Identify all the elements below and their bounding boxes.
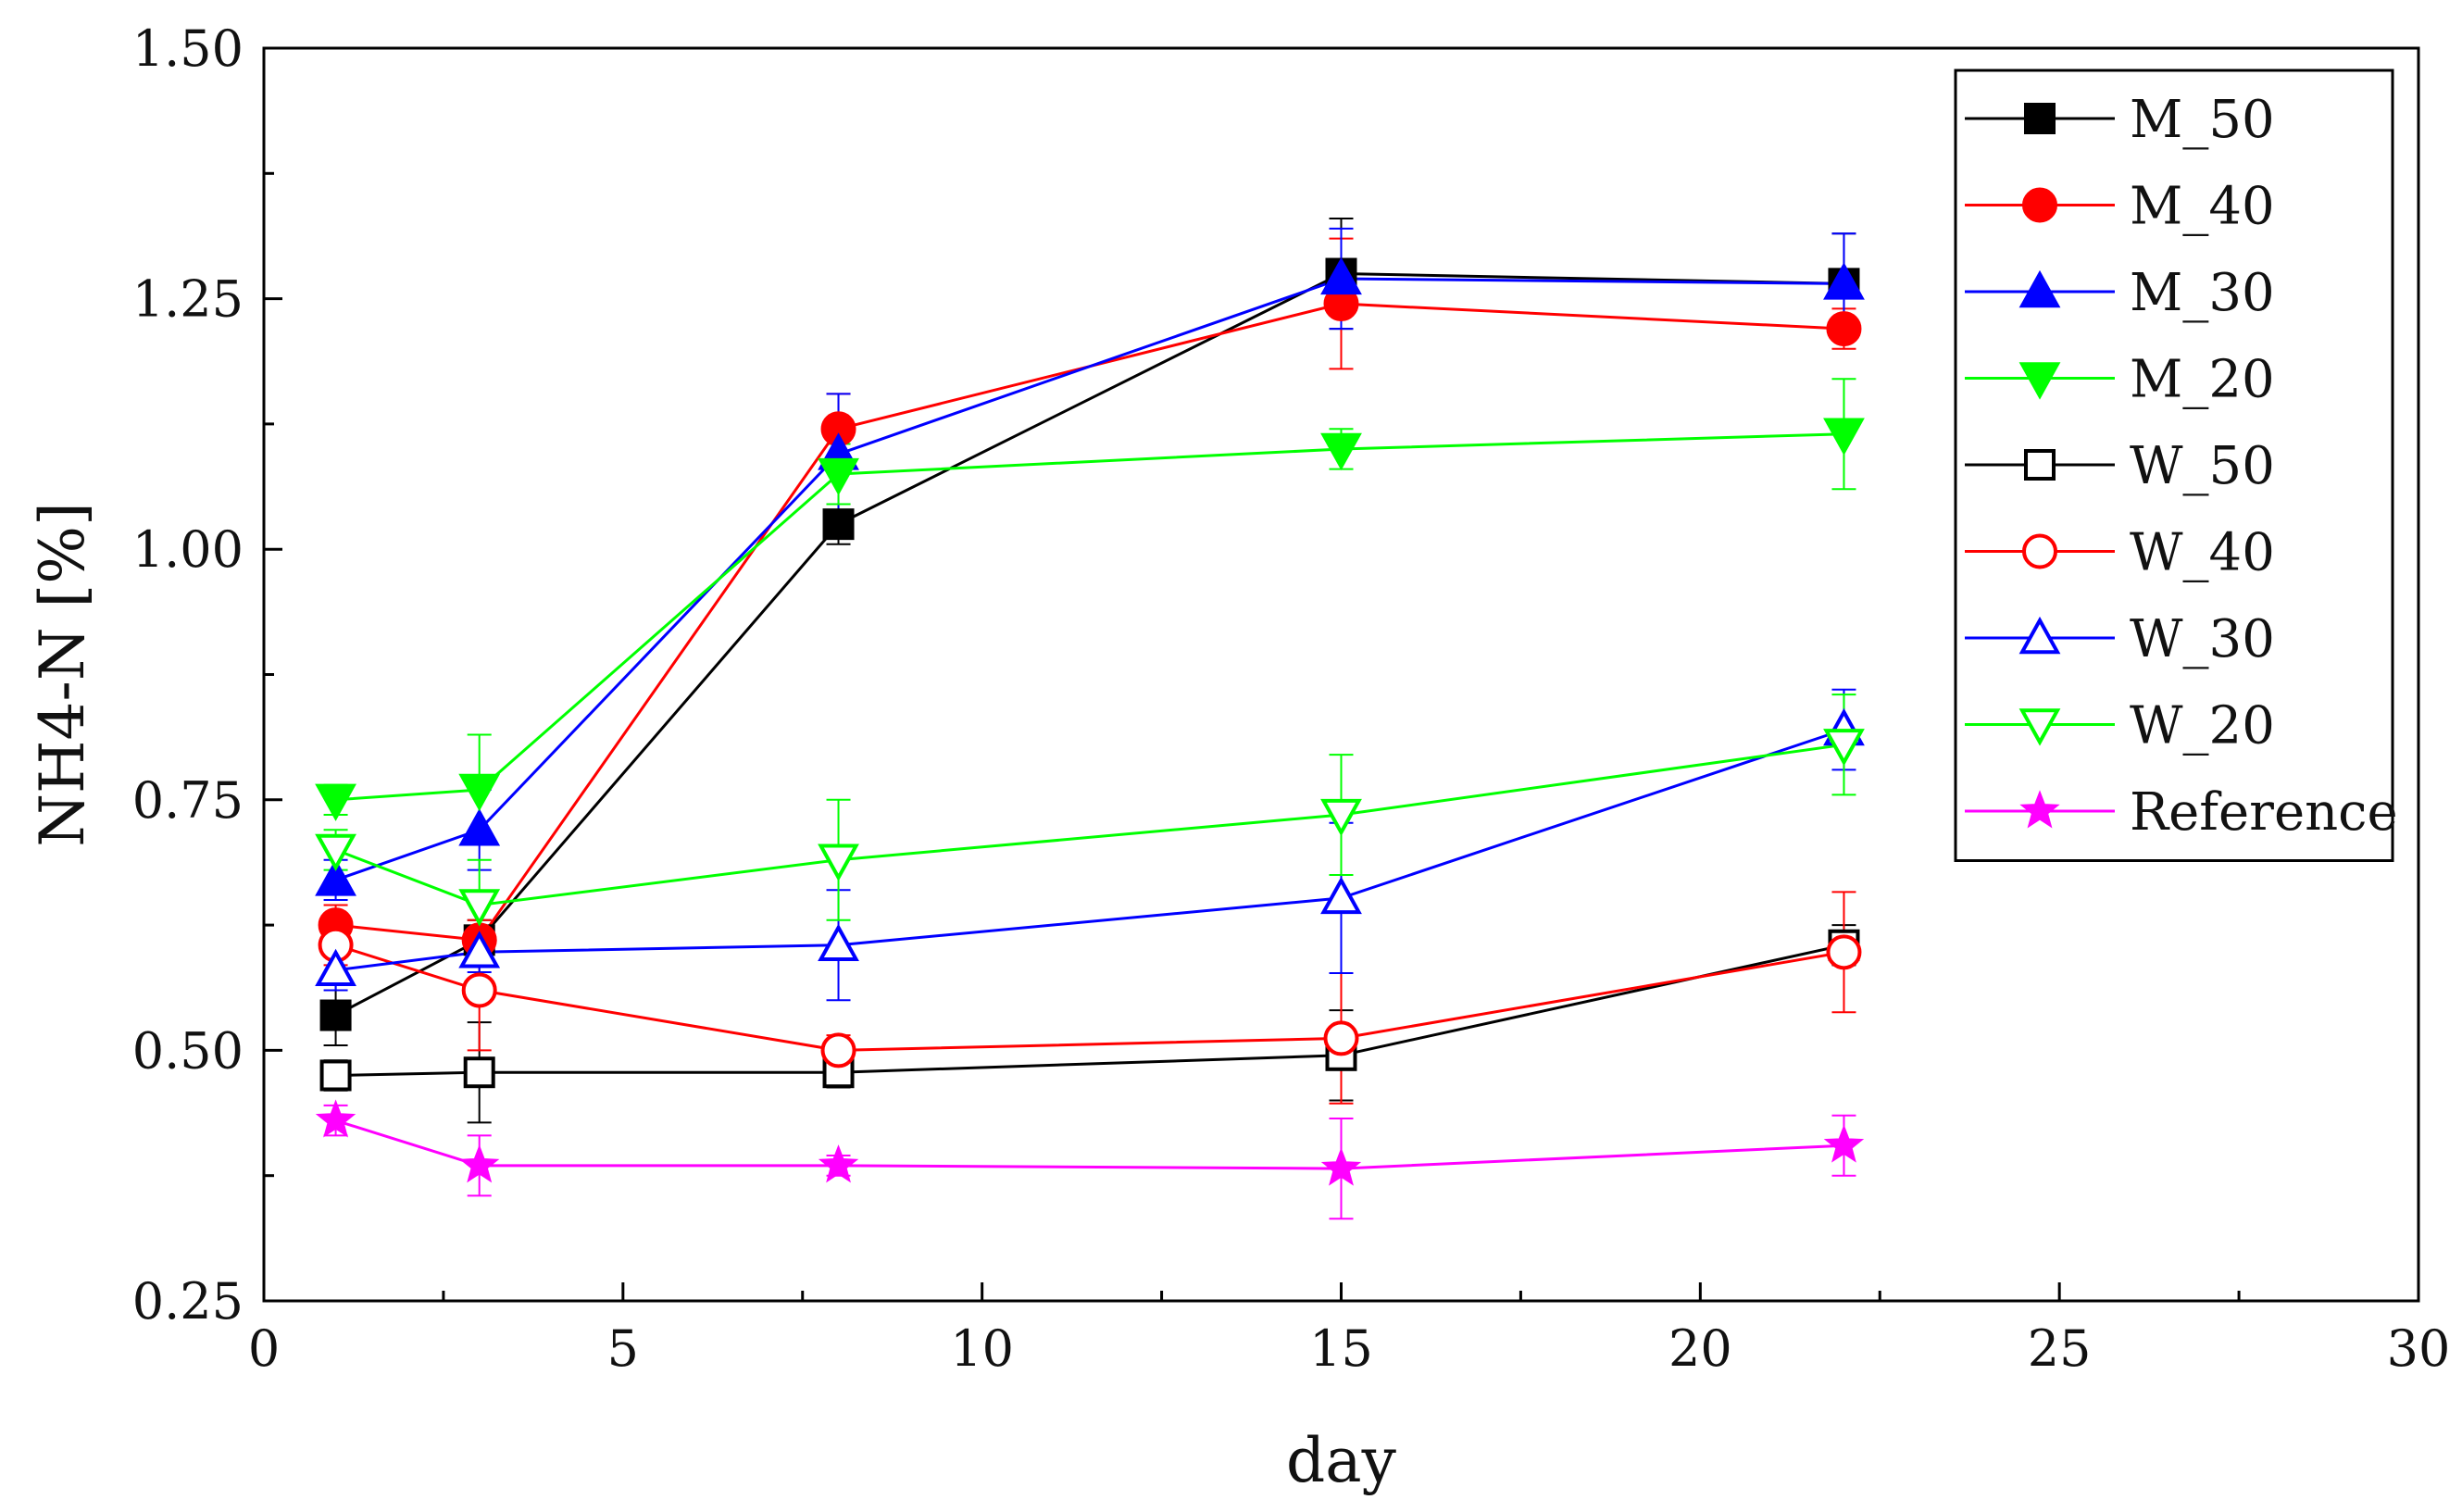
point-w-20 xyxy=(315,833,356,872)
y-tick-label: 1.00 xyxy=(132,520,244,579)
y-tick-label: 0.50 xyxy=(132,1021,244,1080)
legend-label-w-40: W_40 xyxy=(2130,523,2275,583)
series-line-m-30 xyxy=(335,277,1844,881)
point-w-30 xyxy=(818,923,859,961)
x-tick-label: 15 xyxy=(1309,1319,1373,1378)
y-axis-title: NH4-N [%] xyxy=(27,502,98,847)
point-w-50 xyxy=(463,1056,495,1089)
series-line-w-30 xyxy=(335,728,1844,972)
legend-marker-w-20 xyxy=(2018,708,2061,746)
x-tick-label: 20 xyxy=(1668,1319,1732,1378)
error-bars-layer xyxy=(323,218,1856,1220)
series-line-w-20 xyxy=(335,743,1844,907)
legend-label-m-50: M_50 xyxy=(2130,90,2275,150)
point-reference xyxy=(1320,1147,1362,1186)
point-w-50 xyxy=(319,1059,352,1092)
x-tick-label: 5 xyxy=(607,1319,639,1378)
y-tick-label: 0.25 xyxy=(132,1272,244,1331)
point-m-30 xyxy=(1823,262,1865,300)
legend-label-reference: Reference xyxy=(2130,782,2398,843)
point-w-20 xyxy=(818,843,859,881)
series-line-w-50 xyxy=(335,943,1844,1077)
point-w-40 xyxy=(1323,1020,1359,1056)
legend-label-w-20: W_20 xyxy=(2130,696,2275,756)
point-w-20 xyxy=(458,889,501,927)
y-tick-label: 1.50 xyxy=(132,19,244,78)
point-m-30 xyxy=(1320,256,1362,295)
point-w-40 xyxy=(461,972,497,1008)
legend-marker-m-50 xyxy=(2024,103,2056,134)
point-reference xyxy=(315,1099,356,1138)
x-tick-label: 30 xyxy=(2387,1319,2451,1378)
axes-layer: 0 5 10 15 20 25 30 0.25 0.50 0.75 1.00 1.25 1.50 xyxy=(132,19,2451,1378)
y-tick-label: 1.25 xyxy=(132,270,244,329)
point-m-20 xyxy=(458,773,501,812)
point-w-20 xyxy=(1320,798,1362,837)
point-m-30 xyxy=(458,808,501,846)
point-m-50 xyxy=(319,999,352,1031)
legend-label-m-20: M_20 xyxy=(2130,350,2275,410)
point-reference xyxy=(1823,1124,1865,1163)
legend-marker-reference xyxy=(2019,790,2060,829)
legend-label-w-30: W_30 xyxy=(2130,609,2275,669)
point-m-50 xyxy=(822,508,855,541)
point-w-30 xyxy=(458,931,501,968)
point-reference xyxy=(818,1144,859,1183)
point-w-30 xyxy=(1320,876,1362,915)
point-m-20 xyxy=(315,783,356,821)
point-w-20 xyxy=(1823,729,1865,767)
legend-marker-w-40 xyxy=(2022,533,2057,569)
point-m-40 xyxy=(1826,311,1862,347)
point-m-30 xyxy=(315,858,356,896)
point-reference xyxy=(459,1144,500,1183)
y-tick-label: 0.75 xyxy=(132,771,244,830)
markers-layer xyxy=(315,256,1865,1186)
point-w-30 xyxy=(315,948,356,987)
legend: M_50 M_40 M_30 M_20 W_50 W_40 W_30 W_20 Referenc… xyxy=(1954,69,2398,862)
x-tick-label: 0 xyxy=(248,1319,280,1378)
legend-marker-m-40 xyxy=(2022,187,2057,223)
x-tick-label: 10 xyxy=(950,1319,1014,1378)
point-w-40 xyxy=(1826,934,1862,970)
legend-label-m-30: M_30 xyxy=(2130,263,2275,323)
legend-marker-m-30 xyxy=(2018,269,2061,308)
x-tick-label: 25 xyxy=(2028,1319,2092,1378)
series-line-reference xyxy=(335,1118,1844,1170)
point-m-20 xyxy=(818,457,859,496)
legend-label-m-40: M_40 xyxy=(2130,177,2275,237)
x-axis-title: day xyxy=(1286,1425,1397,1496)
legend-marker-w-50 xyxy=(2024,449,2056,481)
series-line-m-50 xyxy=(334,271,1844,1017)
point-w-40 xyxy=(820,1032,856,1068)
legend-label-w-50: W_50 xyxy=(2130,436,2275,496)
series-lines-layer xyxy=(334,271,1844,1170)
legend-marker-m-20 xyxy=(2018,362,2061,400)
point-m-20 xyxy=(1320,432,1362,471)
series-line-w-40 xyxy=(335,943,1844,1052)
point-m-20 xyxy=(1823,418,1865,456)
legend-marker-w-30 xyxy=(2018,616,2061,655)
